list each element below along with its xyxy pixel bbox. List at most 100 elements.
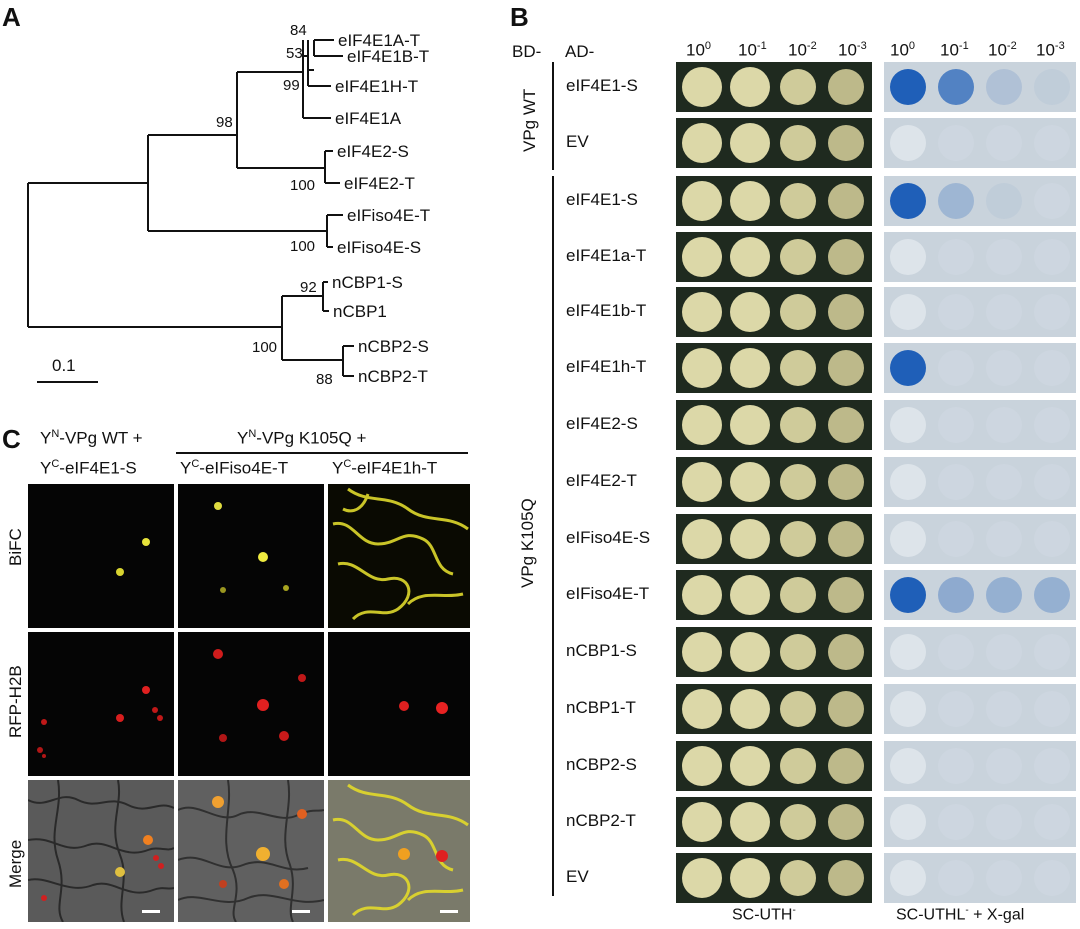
xgal-spot <box>986 748 1022 784</box>
xgal-plate-spots <box>884 118 1076 168</box>
tree-leaf: eIF4E2-T <box>344 174 415 193</box>
xgal-spot <box>938 860 974 896</box>
dilution-label: 10-2 <box>788 40 817 60</box>
xgal-spot <box>986 407 1022 443</box>
yeast-spot <box>828 350 864 386</box>
xgal-plate-spots <box>884 176 1076 226</box>
media-right-label: SC-UTHL- + X-gal <box>896 905 1025 924</box>
dilution-label: 10-1 <box>738 40 767 60</box>
yeast-spot <box>730 632 770 672</box>
xgal-spot <box>1034 577 1070 613</box>
xgal-spot <box>986 691 1022 727</box>
bd-header: BD- <box>512 42 542 61</box>
xgal-spot <box>890 521 926 557</box>
yeast-spot <box>780 294 816 330</box>
xgal-spot <box>986 350 1022 386</box>
tree-leaf: eIF4E1A <box>335 109 402 128</box>
xgal-spot <box>986 860 1022 896</box>
yeast-spot <box>828 125 864 161</box>
yeast-spot <box>730 575 770 615</box>
bootstrap-value: 99 <box>283 77 300 94</box>
bifc-col2-header: YC-eIFiso4E-T <box>180 458 289 478</box>
xgal-spot <box>938 804 974 840</box>
y2h-row-label: nCBP1-T <box>566 698 636 717</box>
yeast-spot <box>828 577 864 613</box>
tree-leaf: eIF4E2-S <box>337 142 409 161</box>
yeast-spot <box>682 519 722 559</box>
phylogenetic-tree: eIF4E1A-T eIF4E1B-T eIF4E1H-T eIF4E1A eI… <box>27 22 430 388</box>
y2h-row-label: EV <box>566 867 589 886</box>
bootstrap-value: 100 <box>252 339 277 356</box>
yeast-spot <box>780 521 816 557</box>
yeast-spot <box>682 405 722 445</box>
yeast-spot <box>828 69 864 105</box>
xgal-plate-spots <box>884 457 1076 507</box>
xgal-spot <box>938 748 974 784</box>
y2h-row-label: eIFiso4E-S <box>566 528 651 547</box>
growth-plate-spots <box>676 343 872 393</box>
y2h-row-label: eIF4E1-S <box>566 190 638 209</box>
xgal-spot <box>890 577 926 613</box>
xgal-plate-spots <box>884 627 1076 677</box>
yeast-spot <box>828 634 864 670</box>
bootstrap-value: 92 <box>300 279 317 296</box>
dilution-label: 10-3 <box>838 40 867 60</box>
yeast-spot <box>730 746 770 786</box>
xgal-spot <box>938 125 974 161</box>
yeast-spot <box>682 181 722 221</box>
y2h-row-label: eIF4E1a-T <box>566 246 647 265</box>
xgal-plate-spots <box>884 400 1076 450</box>
xgal-spot <box>1034 407 1070 443</box>
yeast-spot <box>682 802 722 842</box>
bifc-col23-header: YN-VPg K105Q + <box>237 428 367 448</box>
group-label-mut: VPg K105Q <box>518 498 537 588</box>
y2h-row-label: nCBP1-S <box>566 641 637 660</box>
xgal-spot <box>986 634 1022 670</box>
rfp-image-k105q-eifiso4et <box>178 632 324 776</box>
yeast-spot <box>780 860 816 896</box>
xgal-spot <box>986 577 1022 613</box>
yeast-spot <box>828 464 864 500</box>
xgal-spot <box>986 69 1022 105</box>
yeast-spot <box>730 181 770 221</box>
yeast-spot <box>780 239 816 275</box>
bifc-col1-header-line1: YN-VPg WT + <box>40 428 143 448</box>
xgal-spot <box>938 183 974 219</box>
growth-plate-spots <box>676 62 872 112</box>
merge-image-wt-eif4e1s <box>28 780 174 922</box>
xgal-spot <box>1034 350 1070 386</box>
rfp-image-wt-eif4e1s <box>28 632 174 776</box>
yeast-spot <box>682 292 722 332</box>
yeast-spot <box>828 521 864 557</box>
growth-plate-spots <box>676 176 872 226</box>
yeast-spot <box>828 294 864 330</box>
y2h-row-label: nCBP2-T <box>566 811 636 830</box>
xgal-spot <box>938 294 974 330</box>
group-label-wt: VPg WT <box>520 88 539 152</box>
dilution-label: 10-1 <box>940 40 969 60</box>
yeast-spot <box>780 577 816 613</box>
xgal-spot <box>890 464 926 500</box>
yeast-spot <box>780 125 816 161</box>
xgal-plate-spots <box>884 232 1076 282</box>
tree-leaf: nCBP1-S <box>332 273 403 292</box>
growth-plate-spots <box>676 741 872 791</box>
yeast-spot <box>828 804 864 840</box>
yeast-spot <box>828 691 864 727</box>
ad-header: AD- <box>565 42 595 61</box>
rfp-image-k105q-eif4e1ht <box>328 632 470 776</box>
vpg-wt-bracket <box>552 62 554 170</box>
yeast-spot <box>730 858 770 898</box>
xgal-spot <box>986 125 1022 161</box>
media-left-label: SC-UTH- <box>732 905 796 924</box>
bifc-row-label: Merge <box>6 839 25 888</box>
xgal-spot <box>986 804 1022 840</box>
yeast-spot <box>730 689 770 729</box>
yeast-spot <box>730 123 770 163</box>
vpg-mut-bracket <box>552 176 554 896</box>
yeast-spot <box>682 746 722 786</box>
dilution-label: 10-2 <box>988 40 1017 60</box>
xgal-spot <box>1034 239 1070 275</box>
merge-image-k105q-eifiso4et <box>178 780 324 922</box>
xgal-spot <box>1034 748 1070 784</box>
